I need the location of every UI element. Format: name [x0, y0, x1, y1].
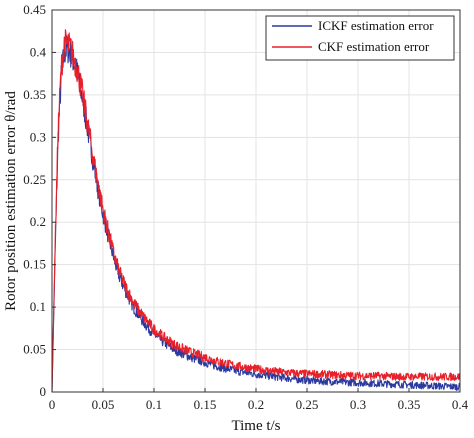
x-axis-title: Time t/s [231, 418, 280, 434]
ticks: 0 0.05 0.1 0.15 0.2 0.25 0.3 0.35 0.4 0 0.05 0.1 0.1… [23, 2, 468, 412]
legend: ICKF estimation error CKF estimation err… [265, 15, 455, 61]
x-tick-label: 0.25 [296, 397, 319, 412]
y-tick-label: 0 [40, 384, 47, 399]
y-tick-label: 0.05 [23, 342, 46, 357]
y-axis-title: Rotor position estimation error θ/rad [3, 91, 19, 311]
legend-label-ickf: ICKF estimation error [318, 18, 434, 33]
y-tick-label: 0.4 [30, 44, 47, 59]
x-tick-label: 0.05 [92, 397, 115, 412]
x-tick-label: 0.3 [350, 397, 366, 412]
legend-label-ckf: CKF estimation error [318, 39, 430, 54]
y-tick-label: 0.15 [23, 257, 46, 272]
x-tick-label: 0.2 [248, 397, 264, 412]
y-tick-label: 0.3 [30, 129, 46, 144]
y-tick-label: 0.45 [23, 2, 46, 17]
series-line-ickf [51, 35, 461, 393]
x-tick-label: 0.1 [146, 397, 162, 412]
x-tick-label: 0.35 [398, 397, 421, 412]
grid [52, 10, 460, 392]
series-lines [51, 29, 461, 393]
legend-box [265, 15, 455, 61]
y-tick-label: 0.2 [30, 214, 46, 229]
y-tick-label: 0.1 [30, 299, 46, 314]
x-tick-label: 0.4 [452, 397, 469, 412]
series-line-ckf [51, 29, 461, 393]
x-tick-label: 0 [49, 397, 56, 412]
x-tick-label: 0.15 [194, 397, 217, 412]
y-tick-label: 0.25 [23, 172, 46, 187]
y-tick-label: 0.35 [23, 87, 46, 102]
